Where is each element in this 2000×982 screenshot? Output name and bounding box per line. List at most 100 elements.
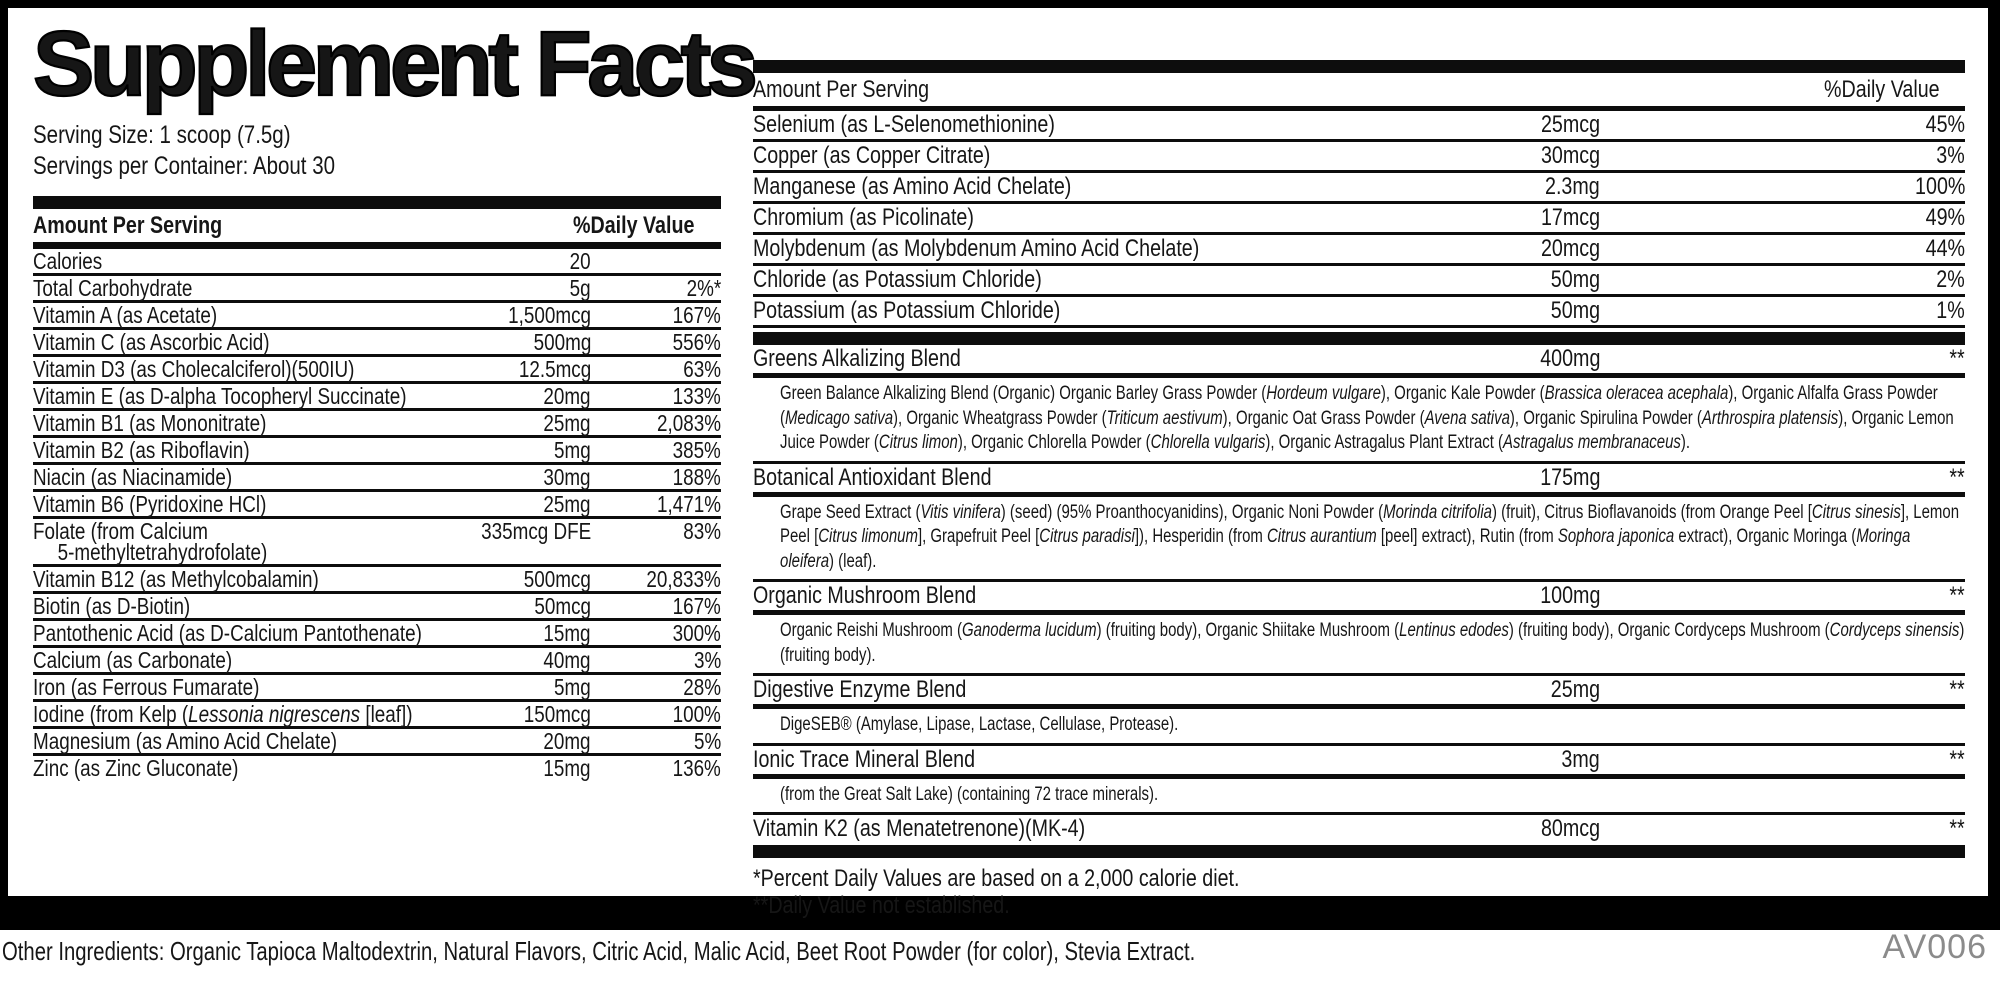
table-row: Chloride (as Potassium Chloride) 50mg 2%	[753, 266, 1965, 297]
nutrient-amount: 17mcg	[1540, 204, 1600, 231]
table-row: Vitamin D3 (as Cholecalciferol)(500IU) 1…	[33, 357, 721, 384]
product-code: AV006	[1882, 928, 1987, 966]
nutrient-daily-value: 556%	[672, 329, 721, 355]
blend-section: Organic Mushroom Blend 100mg ** Organic …	[753, 582, 1965, 676]
blend-name: Organic Mushroom Blend	[753, 582, 977, 609]
nutrient-daily-value: 2,083%	[657, 410, 721, 436]
nutrient-name: Vitamin K2 (as Menatetrenone)(MK-4)	[753, 815, 1086, 842]
nutrient-amount: 335mcg DFE	[480, 518, 591, 544]
nutrient-name: Vitamin B1 (as Mononitrate)	[33, 410, 267, 436]
blend-amount: 25mg	[1550, 676, 1600, 703]
table-row: Digestive Enzyme Blend 25mg **	[753, 676, 1965, 709]
table-row: Folate (from Calcium 5-methyltetrahydrofo…	[33, 519, 721, 567]
nutrient-amount: 12.5mcg	[518, 356, 591, 382]
blend-section: Botanical Antioxidant Blend 175mg ** Gra…	[753, 464, 1965, 582]
nutrient-amount: 50mcg	[534, 593, 591, 619]
table-row: Selenium (as L-Selenomethionine) 25mcg 4…	[753, 111, 1965, 142]
nutrient-daily-value: 188%	[672, 464, 721, 490]
blend-ingredients: Organic Reishi Mushroom (Ganoderma lucid…	[753, 615, 1965, 676]
nutrient-name: Total Carbohydrate	[33, 275, 193, 301]
nutrient-name: Magnesium (as Amino Acid Chelate)	[33, 728, 338, 754]
blend-name: Botanical Antioxidant Blend	[753, 463, 992, 491]
table-row: Organic Mushroom Blend 100mg **	[753, 582, 1965, 615]
blend-name: Digestive Enzyme Blend	[753, 676, 967, 703]
nutrient-daily-value: 20,833%	[646, 566, 721, 592]
table-row: Vitamin B1 (as Mononitrate) 25mg 2,083%	[33, 411, 721, 438]
nutrient-amount: 500mg	[533, 329, 591, 355]
table-row: Vitamin B6 (Pyridoxine HCl) 25mg 1,471%	[33, 492, 721, 519]
blend-amount: 100mg	[1539, 582, 1600, 609]
table-row: Vitamin C (as Ascorbic Acid) 500mg 556%	[33, 330, 721, 357]
table-row: Vitamin E (as D-alpha Tocopheryl Succina…	[33, 384, 721, 411]
nutrient-daily-value: 49%	[1925, 204, 1965, 231]
nutrient-daily-value: 100%	[1914, 173, 1965, 200]
nutrient-amount: 15mg	[543, 755, 591, 781]
nutrient-daily-value: 44%	[1925, 235, 1965, 262]
nutrient-amount: 500mcg	[523, 566, 591, 592]
nutrient-daily-value: 300%	[672, 620, 721, 646]
right-nutrient-rows: Selenium (as L-Selenomethionine) 25mcg 4…	[753, 111, 1965, 328]
blend-section: Ionic Trace Mineral Blend 3mg ** (from t…	[753, 746, 1965, 815]
nutrient-name: Zinc (as Zinc Gluconate)	[33, 755, 239, 781]
nutrient-amount: 30mg	[543, 464, 591, 490]
nutrient-daily-value	[591, 251, 721, 272]
nutrient-daily-value: 167%	[672, 302, 721, 328]
left-nutrient-rows: Calories 20 Total Carbohydrate 5g 2%* Vi…	[33, 249, 721, 780]
nutrient-amount: 15mg	[543, 620, 591, 646]
table-row: Ionic Trace Mineral Blend 3mg **	[753, 746, 1965, 779]
servings-per-container: Servings per Container: About 30	[33, 152, 336, 180]
table-row: Iodine (from Kelp (Lessonia nigrescens […	[33, 702, 721, 729]
table-row: Calories 20	[33, 249, 721, 276]
nutrient-amount: 50mg	[1550, 297, 1600, 324]
table-row: Iron (as Ferrous Fumarate) 5mg 28%	[33, 675, 721, 702]
nutrient-amount: 2.3mg	[1545, 173, 1600, 200]
table-row: Greens Alkalizing Blend 400mg **	[753, 345, 1965, 378]
nutrient-amount: 5mg	[554, 437, 591, 463]
blend-rows: Greens Alkalizing Blend 400mg ** Green B…	[753, 345, 1965, 815]
blend-name: Ionic Trace Mineral Blend	[753, 745, 976, 773]
blend-ingredients: Grape Seed Extract (Vitis vinifera) (see…	[753, 497, 1965, 582]
nutrient-name: Copper (as Copper Citrate)	[753, 142, 991, 169]
nutrient-name: Vitamin E (as D-alpha Tocopheryl Succina…	[33, 383, 407, 409]
nutrient-name: Vitamin C (as Ascorbic Acid)	[33, 329, 270, 355]
nutrient-daily-value: 385%	[672, 437, 721, 463]
table-row: Biotin (as D-Biotin) 50mcg 167%	[33, 594, 721, 621]
table-row: Chromium (as Picolinate) 17mcg 49%	[753, 204, 1965, 235]
nutrient-daily-value: 136%	[672, 755, 721, 781]
section-divider	[33, 196, 721, 209]
table-row: Magnesium (as Amino Acid Chelate) 20mg 5…	[33, 729, 721, 756]
nutrient-name: Pantothenic Acid (as D-Calcium Pantothen…	[33, 620, 422, 646]
table-row: Botanical Antioxidant Blend 175mg **	[753, 464, 1965, 497]
nutrient-daily-value: 83%	[683, 518, 721, 544]
nutrient-daily-value: 100%	[672, 701, 721, 727]
nutrient-name: Vitamin A (as Acetate)	[33, 302, 218, 328]
daily-value-header: %Daily Value	[1824, 76, 1940, 103]
left-table-header: Amount Per Serving %Daily Value	[33, 209, 721, 249]
blend-daily-value: **	[1949, 463, 1965, 491]
table-row: Pantothenic Acid (as D-Calcium Pantothen…	[33, 621, 721, 648]
nutrient-name: Molybdenum (as Molybdenum Amino Acid Che…	[753, 235, 1200, 262]
left-column: Supplement Facts Serving Size: 1 scoop (…	[32, 16, 759, 780]
daily-value-header: %Daily Value	[572, 212, 695, 239]
nutrient-name: Niacin (as Niacinamide)	[33, 464, 233, 490]
table-row: Vitamin B2 (as Riboflavin) 5mg 385%	[33, 438, 721, 465]
table-row: Total Carbohydrate 5g 2%*	[33, 276, 721, 303]
blend-amount: 400mg	[1539, 345, 1600, 372]
nutrient-amount: 25mg	[543, 491, 591, 517]
nutrient-daily-value: 45%	[1925, 111, 1965, 138]
nutrient-amount: 50mg	[1550, 266, 1600, 293]
nutrient-name: Potassium (as Potassium Chloride)	[753, 297, 1061, 324]
nutrient-name: Selenium (as L-Selenomethionine)	[753, 111, 1055, 138]
right-column: Amount Per Serving %Daily Value Selenium…	[753, 10, 1965, 919]
nutrient-amount: 20mg	[543, 383, 591, 409]
table-row: Vitamin B12 (as Methylcobalamin) 500mcg …	[33, 567, 721, 594]
nutrient-name: Folate (from Calcium 5-methyltetrahydrofo…	[33, 518, 268, 565]
nutrient-name: Vitamin B2 (as Riboflavin)	[33, 437, 250, 463]
nutrient-name: Chloride (as Potassium Chloride)	[753, 266, 1042, 293]
table-row: Zinc (as Zinc Gluconate) 15mg 136%	[33, 756, 721, 780]
nutrient-daily-value: 167%	[672, 593, 721, 619]
table-row: Vitamin A (as Acetate) 1,500mcg 167%	[33, 303, 721, 330]
nutrient-daily-value: 1%	[1936, 297, 1965, 324]
vitamin-k2-row-wrap: Vitamin K2 (as Menatetrenone)(MK-4) 80mc…	[753, 815, 1965, 843]
